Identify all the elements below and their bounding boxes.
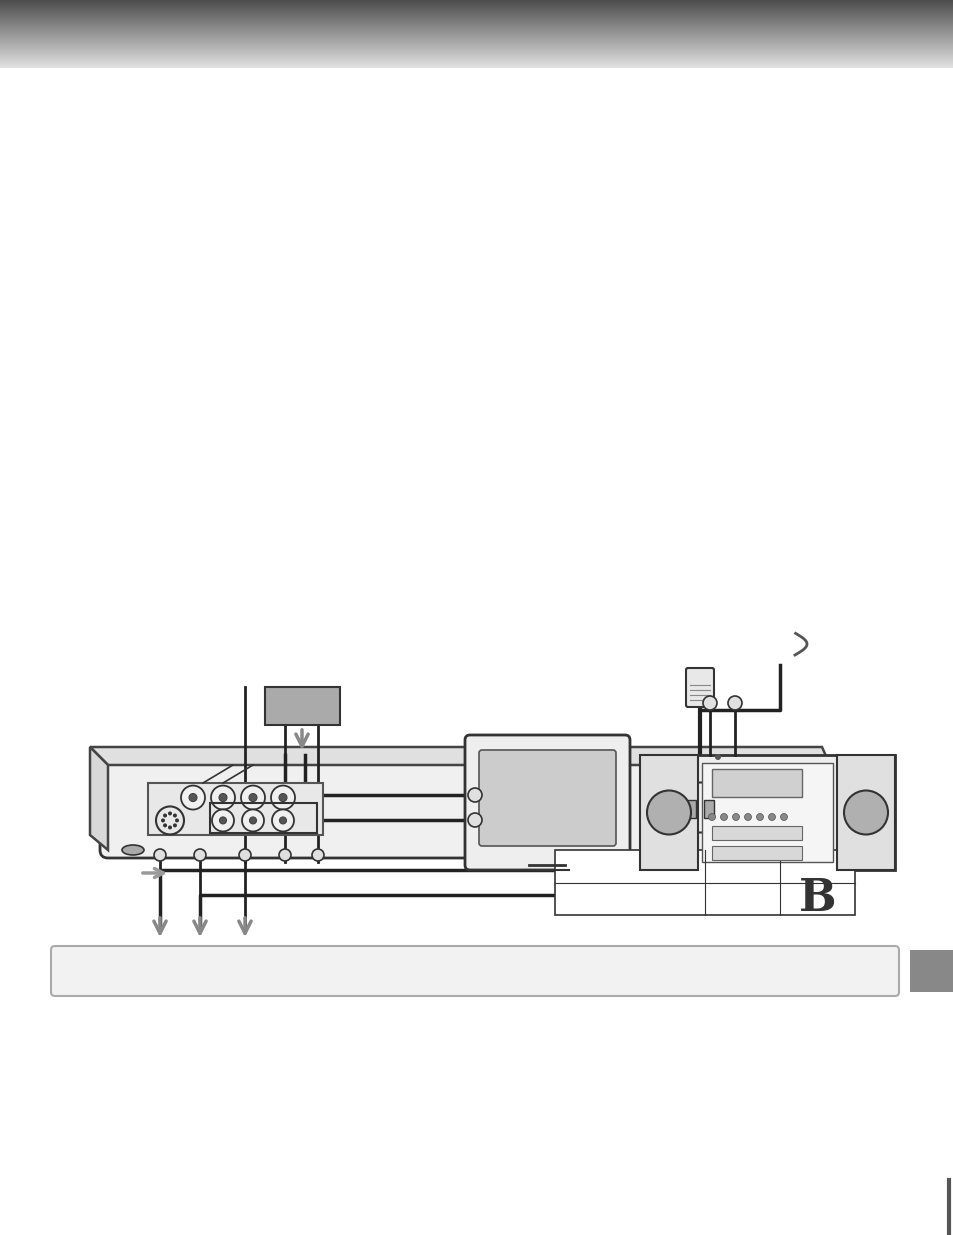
Circle shape bbox=[646, 790, 690, 835]
Circle shape bbox=[211, 785, 234, 810]
Circle shape bbox=[172, 814, 176, 818]
Bar bbox=[639, 755, 894, 869]
Bar bbox=[836, 755, 894, 869]
Ellipse shape bbox=[793, 845, 815, 855]
Circle shape bbox=[212, 809, 233, 831]
Circle shape bbox=[241, 785, 265, 810]
Polygon shape bbox=[90, 747, 108, 850]
Circle shape bbox=[250, 816, 256, 824]
Circle shape bbox=[163, 824, 167, 827]
Circle shape bbox=[714, 755, 720, 760]
Circle shape bbox=[172, 824, 176, 827]
Circle shape bbox=[768, 814, 775, 820]
Bar bbox=[265, 687, 339, 725]
FancyBboxPatch shape bbox=[685, 668, 713, 706]
Circle shape bbox=[193, 848, 206, 861]
Circle shape bbox=[181, 785, 205, 810]
FancyBboxPatch shape bbox=[675, 783, 724, 832]
FancyBboxPatch shape bbox=[51, 946, 898, 995]
Circle shape bbox=[239, 848, 251, 861]
Circle shape bbox=[163, 814, 167, 818]
Circle shape bbox=[702, 697, 717, 710]
FancyBboxPatch shape bbox=[478, 750, 616, 846]
Bar bbox=[639, 755, 698, 869]
Polygon shape bbox=[90, 747, 829, 764]
Circle shape bbox=[156, 806, 184, 835]
Circle shape bbox=[780, 814, 786, 820]
Bar bbox=[701, 763, 832, 862]
FancyBboxPatch shape bbox=[464, 735, 629, 869]
Circle shape bbox=[219, 794, 227, 802]
Circle shape bbox=[743, 814, 751, 820]
Text: B: B bbox=[798, 877, 836, 920]
Bar bbox=[909, 950, 953, 992]
Circle shape bbox=[271, 785, 294, 810]
Circle shape bbox=[727, 697, 741, 710]
Bar bbox=[148, 783, 323, 835]
Circle shape bbox=[219, 816, 226, 824]
Circle shape bbox=[756, 814, 762, 820]
Circle shape bbox=[161, 819, 165, 823]
Circle shape bbox=[468, 788, 481, 802]
Bar bbox=[711, 846, 801, 860]
Circle shape bbox=[189, 794, 196, 802]
Circle shape bbox=[708, 814, 715, 820]
Bar bbox=[711, 826, 801, 840]
Circle shape bbox=[732, 814, 739, 820]
Bar bbox=[555, 850, 854, 915]
Bar bbox=[210, 803, 316, 832]
Circle shape bbox=[312, 848, 324, 861]
Circle shape bbox=[279, 816, 286, 824]
Circle shape bbox=[153, 848, 166, 861]
Bar bbox=[685, 799, 696, 818]
Circle shape bbox=[843, 790, 887, 835]
Ellipse shape bbox=[122, 845, 144, 855]
Circle shape bbox=[720, 814, 727, 820]
Circle shape bbox=[272, 809, 294, 831]
FancyBboxPatch shape bbox=[100, 757, 837, 858]
Circle shape bbox=[242, 809, 264, 831]
Circle shape bbox=[468, 813, 481, 827]
Circle shape bbox=[174, 819, 179, 823]
Circle shape bbox=[278, 848, 291, 861]
Circle shape bbox=[278, 794, 287, 802]
Circle shape bbox=[168, 811, 172, 815]
Circle shape bbox=[168, 825, 172, 830]
Bar bbox=[703, 799, 713, 818]
Circle shape bbox=[249, 794, 256, 802]
Bar bbox=[711, 769, 801, 797]
